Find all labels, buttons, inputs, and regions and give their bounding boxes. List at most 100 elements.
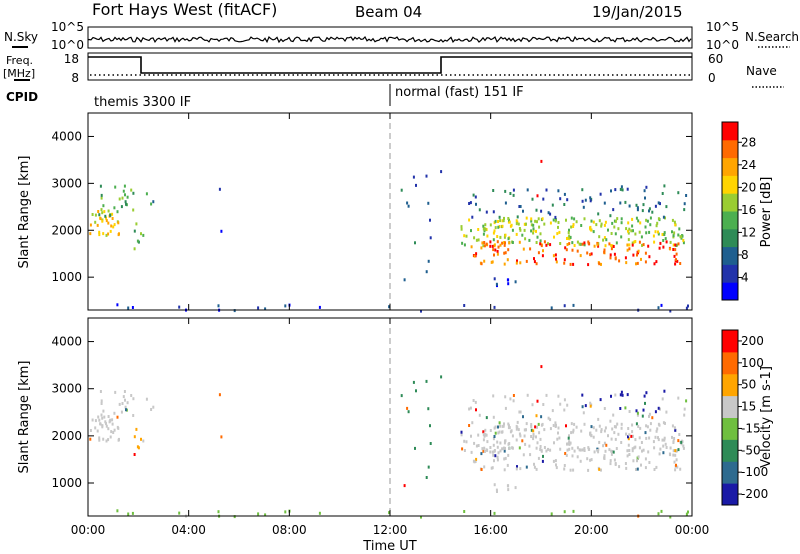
power-scatter xyxy=(89,159,689,313)
velocity-cell xyxy=(523,434,526,438)
velocity-cell xyxy=(429,424,431,428)
power-cell xyxy=(669,240,672,244)
power-cell xyxy=(549,212,552,216)
power-cell xyxy=(657,230,659,234)
power-cell xyxy=(648,230,651,234)
power-cell xyxy=(636,261,639,265)
velocity-cell xyxy=(631,447,634,451)
velocity-cell xyxy=(648,461,651,464)
power-cell xyxy=(619,187,622,191)
power-cell xyxy=(530,219,533,223)
power-cell xyxy=(674,262,677,266)
velocity-cell xyxy=(415,389,417,393)
nsky-panel xyxy=(87,26,693,49)
power-cell xyxy=(612,208,615,212)
power-cell xyxy=(636,206,639,210)
velocity-cell xyxy=(674,453,677,457)
power-cell xyxy=(492,248,495,252)
colorbar-swatch xyxy=(722,461,738,484)
power-cell xyxy=(105,216,107,220)
power-cell xyxy=(630,229,633,233)
colorbar-swatch xyxy=(722,211,738,230)
velocity-cell xyxy=(657,436,659,440)
velocity-cell xyxy=(489,446,492,449)
power-cell xyxy=(600,222,603,226)
velocity-y-axis: 1000 2000 3000 4000 xyxy=(51,335,692,490)
power-cell xyxy=(102,204,105,208)
velocity-cell xyxy=(613,458,616,462)
velocity-scatter xyxy=(89,365,689,519)
power-cell xyxy=(512,193,515,197)
velocity-cell xyxy=(507,453,510,457)
velocity-cell xyxy=(570,422,573,426)
power-cell xyxy=(220,229,223,233)
velocity-cell xyxy=(592,435,595,439)
power-cell xyxy=(508,220,511,224)
velocity-cell xyxy=(107,427,110,431)
power-cell xyxy=(91,213,94,216)
power-cell xyxy=(109,229,112,233)
velocity-cell xyxy=(627,427,630,430)
velocity-cell xyxy=(644,466,647,470)
power-cell xyxy=(523,222,526,226)
power-cell xyxy=(644,225,647,229)
velocity-cell xyxy=(497,451,500,455)
x-axis-label: Time UT xyxy=(362,539,416,554)
power-cell xyxy=(597,212,600,216)
power-cell xyxy=(522,209,524,213)
velocity-cell xyxy=(685,512,688,516)
velocity-colorbar: 200 100 50 15 -15 -50 -100 -200 xyxy=(721,329,768,506)
velocity-cell xyxy=(659,447,662,451)
colorbar-swatch xyxy=(722,351,738,375)
power-cell xyxy=(489,244,492,248)
velocity-cell xyxy=(642,448,645,452)
power-cell xyxy=(549,243,552,247)
power-cell xyxy=(576,240,579,244)
velocity-cell xyxy=(597,417,600,421)
velocity-cell xyxy=(551,409,554,413)
velocity-cell xyxy=(580,429,583,433)
power-cell xyxy=(589,253,592,257)
velocity-cell xyxy=(111,418,114,422)
power-cell xyxy=(632,253,635,257)
velocity-cell xyxy=(112,431,115,434)
velocity-cell xyxy=(534,425,537,429)
freq-tick-top: 18 xyxy=(64,52,79,66)
x-tick-label: 16:00 xyxy=(473,523,508,537)
velocity-cell xyxy=(665,446,668,449)
power-cell xyxy=(674,223,677,227)
velocity-cell xyxy=(98,436,101,440)
power-cell xyxy=(657,217,660,221)
power-cell xyxy=(554,215,557,219)
velocity-cell xyxy=(264,513,267,517)
power-cell xyxy=(482,232,485,236)
velocity-cell xyxy=(620,422,623,426)
power-cell xyxy=(563,192,566,196)
velocity-cell xyxy=(501,424,504,428)
velocity-cell xyxy=(550,512,553,516)
power-cell xyxy=(673,220,676,224)
power-cell xyxy=(532,223,535,227)
colorbar-tick-label: -50 xyxy=(741,443,761,457)
power-cell xyxy=(475,202,477,206)
power-cell xyxy=(497,220,499,223)
power-cell xyxy=(532,227,535,231)
power-cell xyxy=(671,218,674,222)
power-cell xyxy=(672,248,675,251)
power-cell xyxy=(475,252,478,256)
velocity-cell xyxy=(99,390,102,393)
power-cell xyxy=(542,249,544,253)
velocity-cell xyxy=(483,434,486,438)
power-cell xyxy=(619,201,622,205)
power-cell xyxy=(615,241,618,245)
velocity-cell xyxy=(521,439,524,443)
power-cell xyxy=(672,243,675,247)
velocity-cell xyxy=(657,438,660,442)
velocity-cell xyxy=(178,511,181,515)
nsearch-label: N.Search xyxy=(745,30,799,44)
power-cell xyxy=(598,235,601,239)
velocity-cell xyxy=(572,430,575,434)
velocity-cell xyxy=(485,448,488,452)
power-cell xyxy=(525,222,527,226)
